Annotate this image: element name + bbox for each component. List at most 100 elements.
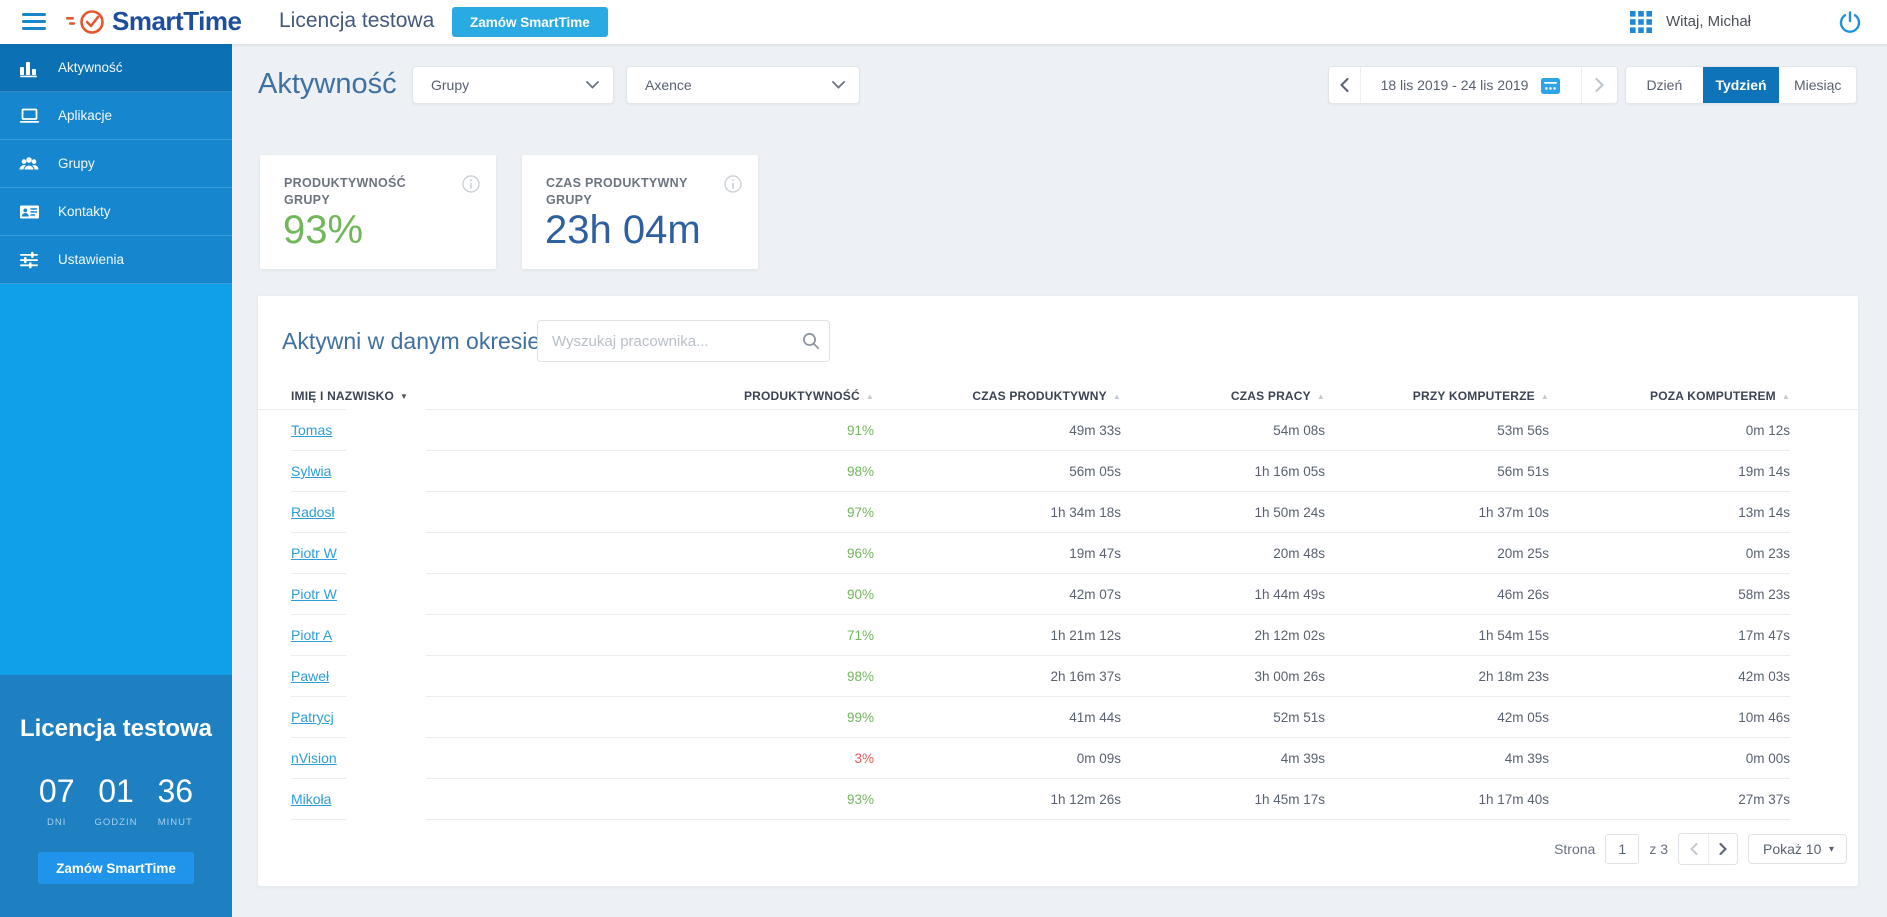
page-title: Aktywność xyxy=(258,68,397,100)
sidebar-item-aktywnosc[interactable]: Aktywność xyxy=(0,44,232,92)
productive-time-cell: 56m 05s xyxy=(1069,463,1121,479)
employee-link[interactable]: Tomas xyxy=(291,422,333,438)
employee-name-cell: Piotr W xyxy=(291,545,674,561)
productive-time-cell: 0m 09s xyxy=(1076,750,1121,766)
sidebar-license-panel: Licencja testowa 07 DNI 01 GODZIN 36 MIN… xyxy=(0,675,232,917)
chevron-left-icon xyxy=(1689,843,1697,855)
sidebar-item-label: Ustawienia xyxy=(58,252,125,267)
hamburger-menu-icon[interactable] xyxy=(22,13,46,31)
sidebar-item-grupy[interactable]: Grupy xyxy=(0,140,232,188)
laptop-icon xyxy=(17,106,41,126)
brand-title: SmartTime xyxy=(112,6,242,36)
next-page-button[interactable] xyxy=(1708,834,1737,864)
at-computer-cell: 46m 26s xyxy=(1497,586,1549,602)
employee-link[interactable]: Patrycj xyxy=(291,709,334,725)
section-title: Aktywni w danym okresie xyxy=(282,328,541,354)
kpi-value: 93% xyxy=(283,208,364,252)
chevron-down-icon xyxy=(832,81,845,89)
work-time-cell: 1h 16m 05s xyxy=(1254,463,1325,479)
employee-link[interactable]: Piotr W xyxy=(291,545,337,561)
column-header-name[interactable]: IMIĘ I NAZWISKO ▼ xyxy=(291,388,409,403)
table-body: Tomas 91% 49m 33s 54m 08s 53m 56s 0m 12s Sylwi… xyxy=(258,410,1858,820)
sidebar-order-smarttime-button[interactable]: Zamów SmartTime xyxy=(38,852,194,884)
group-type-select-value: Grupy xyxy=(431,77,470,93)
logout-power-icon[interactable] xyxy=(1838,10,1862,39)
tab-miesiac[interactable]: Miesiąc xyxy=(1779,67,1856,103)
employee-link[interactable]: Radosł xyxy=(291,504,335,520)
main-content: Aktywność Grupy Axence 18 lis 2019 - 24 … xyxy=(232,44,1887,917)
info-icon[interactable] xyxy=(724,175,742,198)
table-row: Paweł 98% 2h 16m 37s 3h 00m 26s 2h 18m 23s 42… xyxy=(291,656,1790,697)
sort-asc-icon: ▲ xyxy=(1316,391,1325,401)
productivity-cell: 3% xyxy=(854,750,874,766)
info-icon[interactable] xyxy=(462,175,480,198)
search-icon[interactable] xyxy=(793,332,829,350)
kpi-value: 23h 04m xyxy=(545,208,701,252)
kpi-label: CZAS PRODUKTYWNY GRUPY xyxy=(546,176,688,207)
kpi-label: PRODUKTYWNOŚĆ GRUPY xyxy=(284,176,406,207)
tab-tydzien[interactable]: Tydzień xyxy=(1702,67,1780,103)
productivity-cell: 99% xyxy=(846,709,874,725)
order-smarttime-button[interactable]: Zamów SmartTime xyxy=(452,7,608,37)
previous-page-button[interactable] xyxy=(1679,834,1708,864)
search-input[interactable] xyxy=(538,332,793,350)
productivity-cell: 71% xyxy=(846,627,874,643)
activity-table-panel: Aktywni w danym okresie IMIĘ I NAZWISKO▼… xyxy=(258,296,1858,886)
employee-name-cell: Patrycj xyxy=(291,709,674,725)
tab-dzien[interactable]: Dzień xyxy=(1626,67,1703,103)
column-header-away[interactable]: POZA KOMPUTEREM ▲ xyxy=(1649,388,1790,403)
chevron-right-icon xyxy=(1595,78,1604,92)
employee-link[interactable]: Mikoła xyxy=(291,791,332,807)
at-computer-cell: 2h 18m 23s xyxy=(1478,668,1549,684)
group-value-select[interactable]: Axence xyxy=(626,66,860,104)
sidebar-item-aplikacje[interactable]: Aplikacje xyxy=(0,92,232,140)
employee-search xyxy=(537,320,830,362)
employee-link[interactable]: Piotr W xyxy=(291,586,337,602)
productivity-cell: 98% xyxy=(846,463,874,479)
at-computer-cell: 4m 39s xyxy=(1504,750,1549,766)
column-header-at-computer[interactable]: PRZY KOMPUTERZE ▲ xyxy=(1412,388,1549,403)
table-row: Piotr W 96% 19m 47s 20m 48s 20m 25s 0m 23s xyxy=(291,533,1790,574)
table-row: Radosł 97% 1h 34m 18s 1h 50m 24s 1h 37m 10s 1… xyxy=(291,492,1790,533)
employee-link[interactable]: nVision xyxy=(291,750,337,766)
next-period-button[interactable] xyxy=(1581,67,1617,103)
table-row: Patrycj 99% 41m 44s 52m 51s 42m 05s 10m 46s xyxy=(291,697,1790,738)
table-header: IMIĘ I NAZWISKO ▼ PRODUKTYWNOŚĆ ▲ CZAS PRO… xyxy=(258,382,1858,410)
column-header-productive-time[interactable]: CZAS PRODUKTYWNY ▲ xyxy=(972,388,1121,403)
column-header-work-time[interactable]: CZAS PRACY ▲ xyxy=(1230,388,1325,403)
caret-down-icon: ▾ xyxy=(1828,843,1834,855)
apps-grid-icon[interactable] xyxy=(1630,11,1652,38)
away-from-computer-cell: 17m 47s xyxy=(1738,627,1790,643)
employee-link[interactable]: Paweł xyxy=(291,668,330,684)
redaction-overlay xyxy=(346,409,426,820)
employee-link[interactable]: Piotr A xyxy=(291,627,333,643)
employee-name-cell: Mikoła xyxy=(291,791,674,807)
away-from-computer-cell: 0m 00s xyxy=(1745,750,1790,766)
sidebar-item-ustawienia[interactable]: Ustawienia xyxy=(0,236,232,284)
at-computer-cell: 1h 17m 40s xyxy=(1478,791,1549,807)
column-header-productivity[interactable]: PRODUKTYWNOŚĆ ▲ xyxy=(743,388,874,403)
license-title: Licencja testowa xyxy=(19,715,213,742)
table-row: Sylwia 98% 56m 05s 1h 16m 05s 56m 51s 19m 14s xyxy=(291,451,1790,492)
sidebar-item-kontakty[interactable]: Kontakty xyxy=(0,188,232,236)
topbar-license-label: Licencja testowa xyxy=(279,9,435,32)
date-range-picker[interactable]: 18 lis 2019 - 24 lis 2019 xyxy=(1361,67,1581,103)
table-row: Piotr A 71% 1h 21m 12s 2h 12m 02s 1h 54m 15s… xyxy=(291,615,1790,656)
table-row: Piotr W 90% 42m 07s 1h 44m 49s 46m 26s 58m 23… xyxy=(291,574,1790,615)
employee-name-cell: Paweł xyxy=(291,668,674,684)
productive-time-cell: 42m 07s xyxy=(1069,586,1121,602)
countdown-minutes: 36 MINUT xyxy=(157,773,194,828)
previous-period-button[interactable] xyxy=(1329,67,1361,103)
at-computer-cell: 56m 51s xyxy=(1497,463,1549,479)
employee-link[interactable]: Sylwia xyxy=(291,463,332,479)
employee-name-cell: Piotr A xyxy=(291,627,674,643)
work-time-cell: 1h 45m 17s xyxy=(1254,791,1325,807)
chevron-right-icon xyxy=(1719,843,1727,855)
productive-time-cell: 1h 34m 18s xyxy=(1050,504,1121,520)
group-type-select[interactable]: Grupy xyxy=(412,66,614,104)
page-number-input[interactable] xyxy=(1605,834,1640,864)
page-size-select[interactable]: Pokaż 10 ▾ xyxy=(1748,834,1847,864)
work-time-cell: 4m 39s xyxy=(1280,750,1325,766)
productivity-cell: 96% xyxy=(846,545,874,561)
away-from-computer-cell: 13m 14s xyxy=(1738,504,1790,520)
